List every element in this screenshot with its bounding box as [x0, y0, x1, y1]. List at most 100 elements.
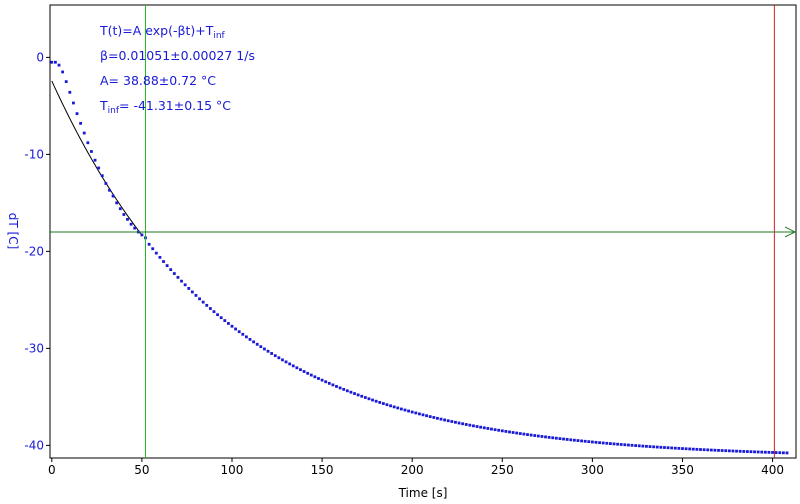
data-point: [587, 440, 591, 444]
formula-main: T(t)=A exp(-βt)+T: [99, 23, 214, 38]
data-point: [713, 448, 717, 452]
data-point: [165, 264, 169, 268]
data-point: [410, 410, 414, 414]
data-point: [533, 434, 537, 437]
data-point: [291, 364, 295, 368]
data-point: [212, 310, 216, 314]
data-point: [699, 448, 702, 451]
data-point: [684, 447, 688, 451]
data-point: [252, 340, 256, 344]
y-axis-label: dT [C]: [6, 213, 20, 250]
data-point: [616, 442, 620, 446]
data-point: [277, 356, 281, 360]
data-point: [381, 402, 385, 405]
data-point: [309, 373, 313, 377]
data-point: [749, 450, 753, 454]
data-point: [237, 330, 241, 334]
data-point: [399, 407, 403, 411]
data-point: [526, 433, 529, 436]
data-point: [230, 324, 234, 328]
data-point: [623, 443, 627, 447]
data-point: [50, 60, 54, 64]
data-point: [353, 392, 356, 395]
data-point: [652, 445, 656, 449]
data-point: [508, 430, 511, 434]
data-point: [720, 449, 724, 452]
data-point: [450, 420, 454, 423]
data-point: [562, 437, 565, 441]
y-tick-label: -40: [24, 438, 44, 452]
data-point: [187, 287, 191, 290]
data-point: [609, 442, 612, 445]
data-point: [670, 446, 674, 450]
data-point: [576, 439, 580, 442]
data-point: [774, 451, 778, 454]
data-point: [540, 435, 544, 438]
data-point: [594, 440, 598, 444]
data-point: [432, 416, 436, 419]
data-point: [454, 420, 457, 424]
data-point: [122, 213, 126, 216]
data-point: [407, 409, 410, 413]
data-point: [461, 422, 465, 426]
data-point: [500, 429, 504, 433]
data-point: [645, 444, 648, 448]
data-point: [428, 415, 432, 418]
data-point: [255, 342, 259, 346]
data-point: [637, 444, 641, 448]
data-point: [742, 450, 746, 453]
data-point: [547, 435, 551, 439]
data-point: [226, 322, 230, 325]
data-point: [515, 431, 519, 435]
data-point: [320, 378, 324, 382]
data-point: [731, 449, 735, 453]
data-point: [738, 449, 742, 453]
data-point: [126, 217, 129, 221]
x-tick-label: 400: [761, 463, 784, 477]
data-point: [342, 387, 346, 391]
data-point: [299, 368, 302, 372]
y-tick-label: -20: [24, 244, 44, 258]
data-point: [781, 451, 785, 455]
data-point: [544, 435, 547, 439]
data-point: [345, 389, 349, 393]
data-point: [108, 188, 111, 192]
data-point: [190, 290, 194, 294]
data-point: [475, 425, 479, 428]
data-point: [601, 441, 605, 445]
tinf-subscript: inf: [108, 106, 120, 116]
data-point: [490, 427, 493, 431]
data-point: [111, 194, 115, 198]
data-point: [68, 90, 72, 94]
data-point: [86, 141, 90, 145]
data-point: [443, 418, 447, 422]
data-point: [169, 268, 173, 272]
x-tick-label: 150: [311, 463, 334, 477]
data-point: [198, 297, 201, 301]
data-point: [90, 150, 93, 153]
data-point: [745, 450, 749, 453]
data-point: [389, 404, 392, 408]
data-point: [363, 396, 367, 399]
data-point: [219, 316, 223, 320]
data-point: [115, 201, 119, 205]
data-point: [93, 158, 97, 162]
data-point: [302, 370, 306, 373]
data-point: [418, 412, 421, 416]
data-point: [54, 60, 57, 64]
data-point: [367, 397, 371, 401]
data-point: [706, 448, 710, 452]
data-point: [518, 432, 522, 435]
data-point: [583, 439, 587, 443]
data-point: [133, 226, 137, 230]
data-point: [522, 432, 526, 436]
data-point: [778, 451, 782, 455]
data-point: [208, 307, 212, 310]
x-tick-label: 200: [401, 463, 424, 477]
tinf-value: = -41.31±0.15 °C: [119, 98, 231, 113]
data-point: [205, 303, 209, 307]
data-point: [396, 406, 400, 410]
data-point: [634, 444, 638, 447]
data-point: [162, 260, 165, 263]
data-point: [655, 445, 659, 449]
